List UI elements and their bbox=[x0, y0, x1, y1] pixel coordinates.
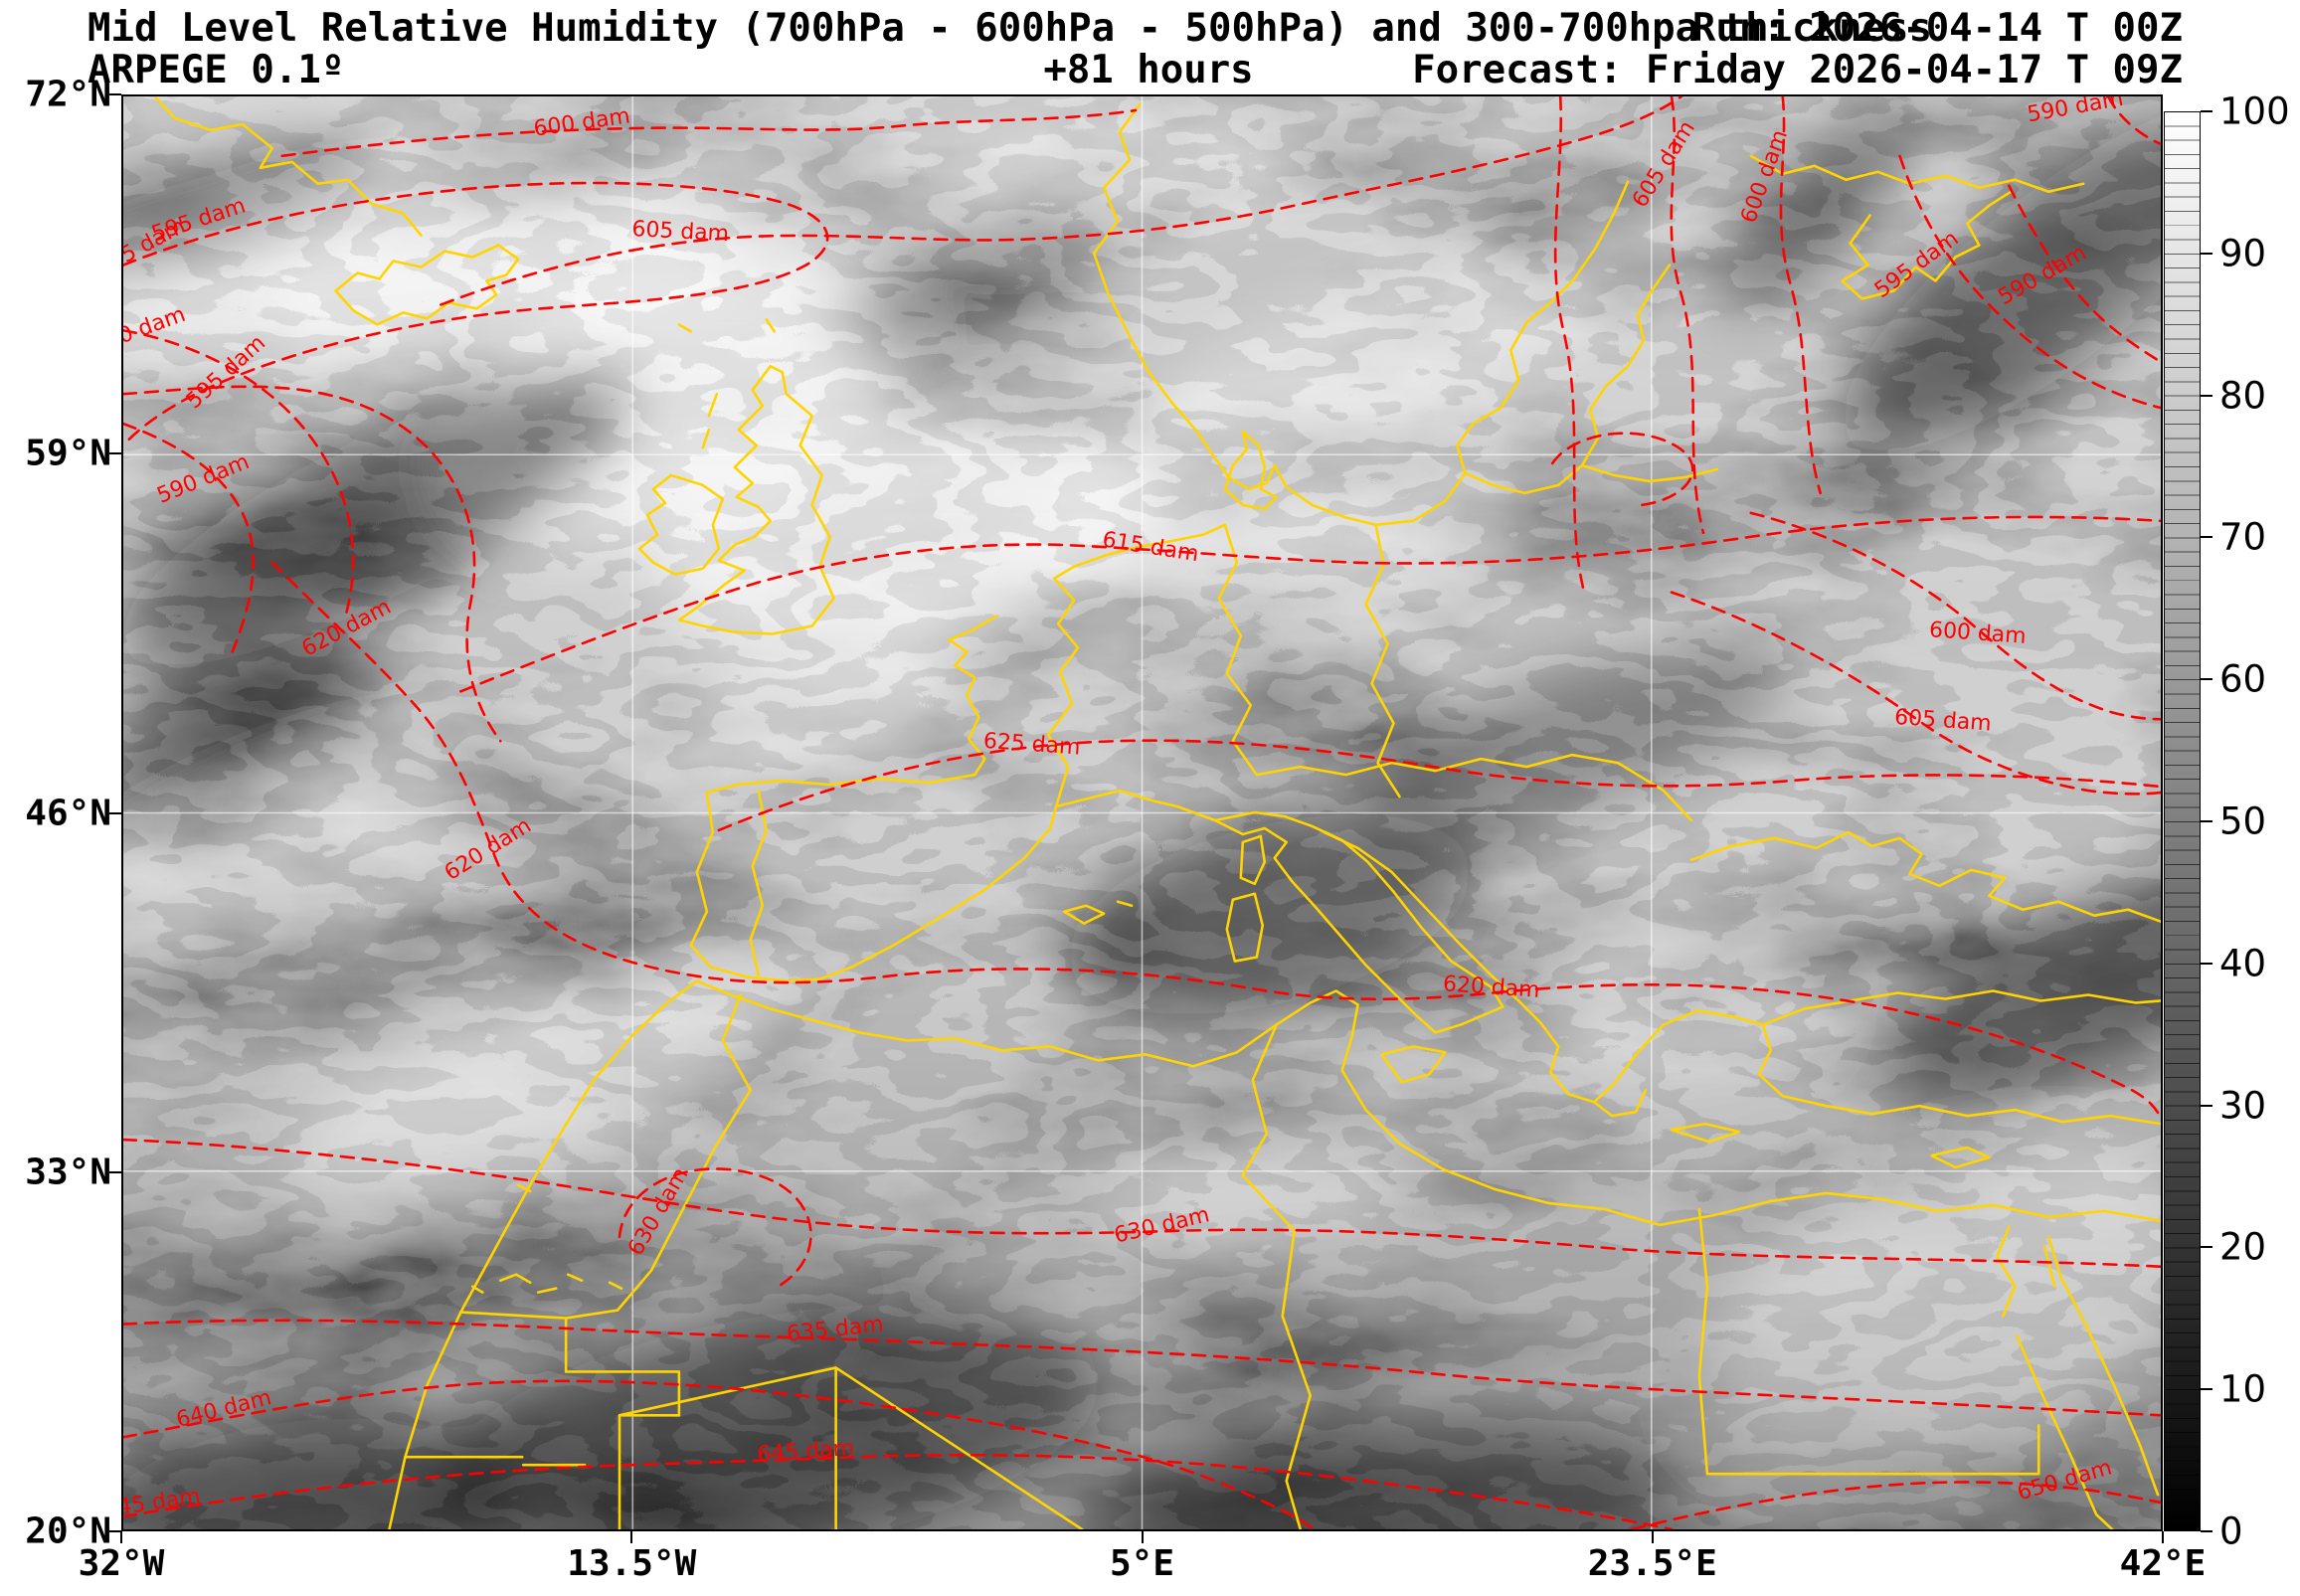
x-axis-tick-label: 5°E bbox=[1109, 1543, 1175, 1584]
colorbar-segments bbox=[2165, 112, 2200, 1530]
y-axis-tick bbox=[109, 811, 121, 814]
x-axis-tick-label: 13.5°W bbox=[567, 1543, 697, 1584]
y-axis-tick-label: 33°N bbox=[25, 1152, 111, 1193]
border-portugal bbox=[749, 789, 769, 976]
colorbar-tick-label: 100 bbox=[2219, 89, 2290, 133]
border-morocco-algeria bbox=[564, 993, 753, 1320]
x-axis-tick bbox=[2162, 1531, 2164, 1543]
x-axis-tick bbox=[120, 1531, 122, 1543]
colorbar-tick bbox=[2201, 252, 2212, 255]
coast-shetland bbox=[765, 318, 777, 333]
colorbar-tick bbox=[2201, 110, 2212, 112]
run-label: Run: 2026-04-14 T 00Z bbox=[1691, 6, 2183, 51]
coast-balearics bbox=[1062, 900, 1134, 925]
coast-bothnia bbox=[1464, 264, 1672, 495]
coast-crete bbox=[1670, 1122, 1741, 1144]
border-central-europe-2 bbox=[1217, 523, 1259, 777]
coast-peloponnese bbox=[1592, 1088, 1648, 1118]
x-axis-tick bbox=[1141, 1531, 1144, 1543]
y-axis-tick bbox=[109, 1530, 121, 1532]
colorbar-tick bbox=[2201, 1388, 2212, 1391]
colorbar-tick-label: 80 bbox=[2219, 374, 2267, 418]
coast-black-sea-north bbox=[1689, 830, 2161, 923]
border-algeria-mali bbox=[618, 1366, 1084, 1529]
contour-label: 605 dam bbox=[631, 217, 730, 247]
coast-iberia bbox=[689, 773, 1058, 982]
colorbar-tick bbox=[2201, 1246, 2212, 1249]
x-axis-tick bbox=[630, 1531, 633, 1543]
page-title: Mid Level Relative Humidity (700hPa - 60… bbox=[88, 6, 1932, 51]
coast-iceland bbox=[334, 244, 520, 326]
y-axis-tick bbox=[109, 1170, 121, 1173]
colorbar-tick bbox=[2201, 1530, 2212, 1532]
y-axis-tick-label: 46°N bbox=[25, 793, 111, 833]
x-axis-tick bbox=[1651, 1531, 1654, 1543]
coast-sicily bbox=[1380, 1045, 1447, 1084]
coast-cyprus bbox=[1930, 1146, 1991, 1169]
colorbar-tick-label: 10 bbox=[2219, 1367, 2267, 1411]
coast-africa-med bbox=[695, 979, 2161, 1227]
colorbar-tick-label: 50 bbox=[2219, 799, 2267, 843]
colorbar-tick bbox=[2201, 962, 2212, 965]
border-central-europe-1 bbox=[1046, 565, 1080, 808]
weather-map: 595 dam 600 dam 605 dam 595 dam 590 dam 595 d… bbox=[121, 94, 2163, 1531]
colorbar-tick-label: 30 bbox=[2219, 1084, 2267, 1128]
coast-denmark bbox=[1223, 430, 1279, 511]
border-danube bbox=[1255, 753, 1693, 822]
colorbar-tick bbox=[2201, 394, 2212, 397]
colorbar-tick-label: 20 bbox=[2219, 1225, 2267, 1269]
border-algeria-tunisia bbox=[1241, 1023, 1279, 1177]
coast-balkans bbox=[1323, 830, 1765, 1104]
coast-sardinia bbox=[1225, 892, 1265, 963]
coast-anatolia-west bbox=[1757, 1023, 1785, 1098]
x-axis-tick-label: 42°E bbox=[2119, 1543, 2207, 1584]
forecast-label: Forecast: Friday 2026-04-17 T 09Z bbox=[1412, 48, 2183, 92]
y-axis-tick bbox=[109, 452, 121, 455]
y-axis-tick-label: 72°N bbox=[25, 74, 111, 115]
colorbar-tick-label: 60 bbox=[2219, 657, 2267, 701]
thickness-contours-layer bbox=[123, 96, 2161, 1529]
x-axis-tick-label: 23.5°E bbox=[1587, 1543, 1717, 1584]
colorbar-tick bbox=[2201, 1104, 2212, 1107]
colorbar-tick-label: 90 bbox=[2219, 232, 2267, 275]
coast-red-sea bbox=[1996, 1225, 2160, 1529]
lead-time-label: +81 hours bbox=[1043, 48, 1254, 92]
colorbar-tick bbox=[2201, 678, 2212, 681]
coast-faroes bbox=[677, 323, 693, 333]
coast-norway bbox=[1092, 102, 1630, 527]
coast-ireland bbox=[637, 473, 725, 576]
coast-hebrides bbox=[701, 392, 719, 449]
colorbar-tick-label: 0 bbox=[2219, 1509, 2243, 1553]
coast-north-sea bbox=[1072, 523, 1227, 568]
model-label: ARPEGE 0.1º bbox=[88, 48, 345, 92]
y-axis-tick-label: 59°N bbox=[25, 433, 111, 474]
coast-anatolia-south bbox=[1781, 1094, 2161, 1126]
y-axis-tick-label: 20°N bbox=[25, 1510, 111, 1552]
x-axis-tick-label: 32°W bbox=[78, 1543, 165, 1584]
coast-corsica bbox=[1239, 834, 1267, 886]
colorbar-tick-label: 70 bbox=[2219, 515, 2267, 559]
border-algeria-libya bbox=[1241, 1173, 1312, 1529]
coast-greenland bbox=[152, 96, 423, 237]
coast-france-atlantic bbox=[948, 615, 998, 777]
colorbar-tick bbox=[2201, 536, 2212, 539]
coast-canaries bbox=[471, 1183, 623, 1294]
colorbar bbox=[2164, 111, 2201, 1531]
colorbar-tick-label: 40 bbox=[2219, 942, 2267, 985]
coast-france-med bbox=[1054, 789, 1217, 822]
border-egypt-sudan bbox=[1705, 1423, 2040, 1476]
coast-anatolia-north bbox=[1761, 989, 2161, 1026]
colorbar-tick bbox=[2201, 820, 2212, 822]
coast-gulf-of-finland bbox=[1580, 463, 1719, 483]
y-axis-tick bbox=[109, 93, 121, 95]
border-central-europe-3 bbox=[1364, 523, 1401, 798]
coast-morocco-atlantic bbox=[388, 979, 699, 1529]
coast-white-sea bbox=[1841, 190, 2013, 300]
coast-britain bbox=[677, 364, 835, 635]
border-libya-egypt bbox=[1697, 1207, 1709, 1476]
